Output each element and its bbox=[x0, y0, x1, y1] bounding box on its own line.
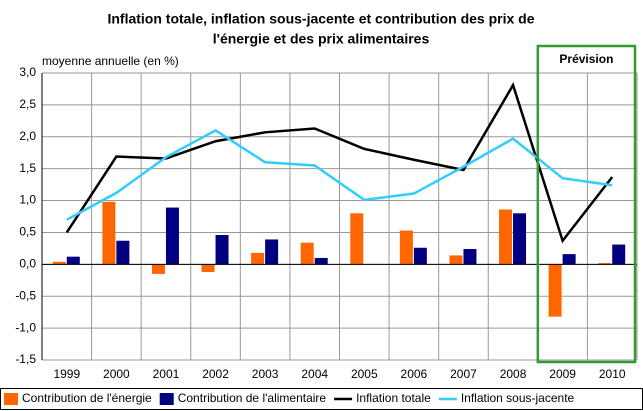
bar bbox=[251, 252, 265, 265]
bar bbox=[300, 242, 314, 265]
bar bbox=[350, 213, 364, 265]
bar bbox=[265, 239, 279, 265]
y-tick-label: 0,5 bbox=[19, 225, 36, 239]
bar bbox=[165, 207, 179, 265]
bar bbox=[399, 230, 413, 265]
bar bbox=[201, 264, 215, 272]
y-tick-label: 3,0 bbox=[19, 65, 36, 79]
x-tick-label: 2002 bbox=[202, 367, 229, 381]
chart-title: Inflation totale, inflation sous-jacente… bbox=[107, 11, 534, 27]
annotation: Prévision bbox=[559, 52, 613, 66]
bar bbox=[215, 234, 229, 265]
bar bbox=[116, 240, 130, 265]
y-tick-label: -1,0 bbox=[15, 320, 36, 334]
bar bbox=[548, 264, 562, 317]
y-tick-label: -1,5 bbox=[15, 352, 36, 366]
legend-label: Inflation totale bbox=[356, 391, 431, 405]
legend-label: Contribution de l'alimentaire bbox=[178, 391, 327, 405]
y-tick-label: 2,0 bbox=[19, 129, 36, 143]
x-tick-label: 2000 bbox=[103, 367, 130, 381]
bar bbox=[562, 254, 576, 265]
bar bbox=[413, 247, 427, 265]
x-tick-label: 1999 bbox=[53, 367, 80, 381]
bar bbox=[612, 244, 626, 265]
bar bbox=[102, 201, 116, 265]
x-tick-label: 2010 bbox=[599, 367, 626, 381]
forecast-box bbox=[536, 44, 637, 364]
y-tick-label: 2,5 bbox=[19, 97, 36, 111]
line bbox=[65, 82, 614, 244]
x-tick-label: 2008 bbox=[500, 367, 527, 381]
bar bbox=[66, 256, 80, 265]
bar bbox=[314, 257, 328, 265]
x-tick-label: 2005 bbox=[351, 367, 378, 381]
x-tick-label: 2006 bbox=[401, 367, 428, 381]
legend-label: Contribution de l'énergie bbox=[22, 391, 152, 405]
chart-title: l'énergie et des prix alimentaires bbox=[213, 31, 430, 47]
y-tick-label: 1,0 bbox=[19, 193, 36, 207]
y-axis-label: moyenne annuelle (en %) bbox=[42, 54, 179, 68]
bar bbox=[151, 264, 165, 274]
bar bbox=[449, 255, 463, 265]
bar bbox=[598, 263, 612, 265]
y-tick-label: 1,5 bbox=[19, 161, 36, 175]
x-tick-label: 2009 bbox=[549, 367, 576, 381]
x-tick-label: 2003 bbox=[252, 367, 279, 381]
x-tick-label: 2004 bbox=[301, 367, 328, 381]
x-tick-label: 2001 bbox=[153, 367, 180, 381]
legend-label: Inflation sous-jacente bbox=[461, 391, 575, 405]
bar bbox=[52, 261, 66, 265]
bar bbox=[463, 249, 477, 265]
y-tick-label: 0,0 bbox=[19, 257, 36, 271]
legend-swatch bbox=[4, 393, 18, 405]
legend-swatch bbox=[159, 393, 174, 405]
bar bbox=[513, 213, 527, 265]
y-tick-label: -0,5 bbox=[15, 288, 36, 302]
x-tick-label: 2007 bbox=[450, 367, 477, 381]
line bbox=[66, 128, 613, 221]
bar bbox=[499, 209, 513, 265]
